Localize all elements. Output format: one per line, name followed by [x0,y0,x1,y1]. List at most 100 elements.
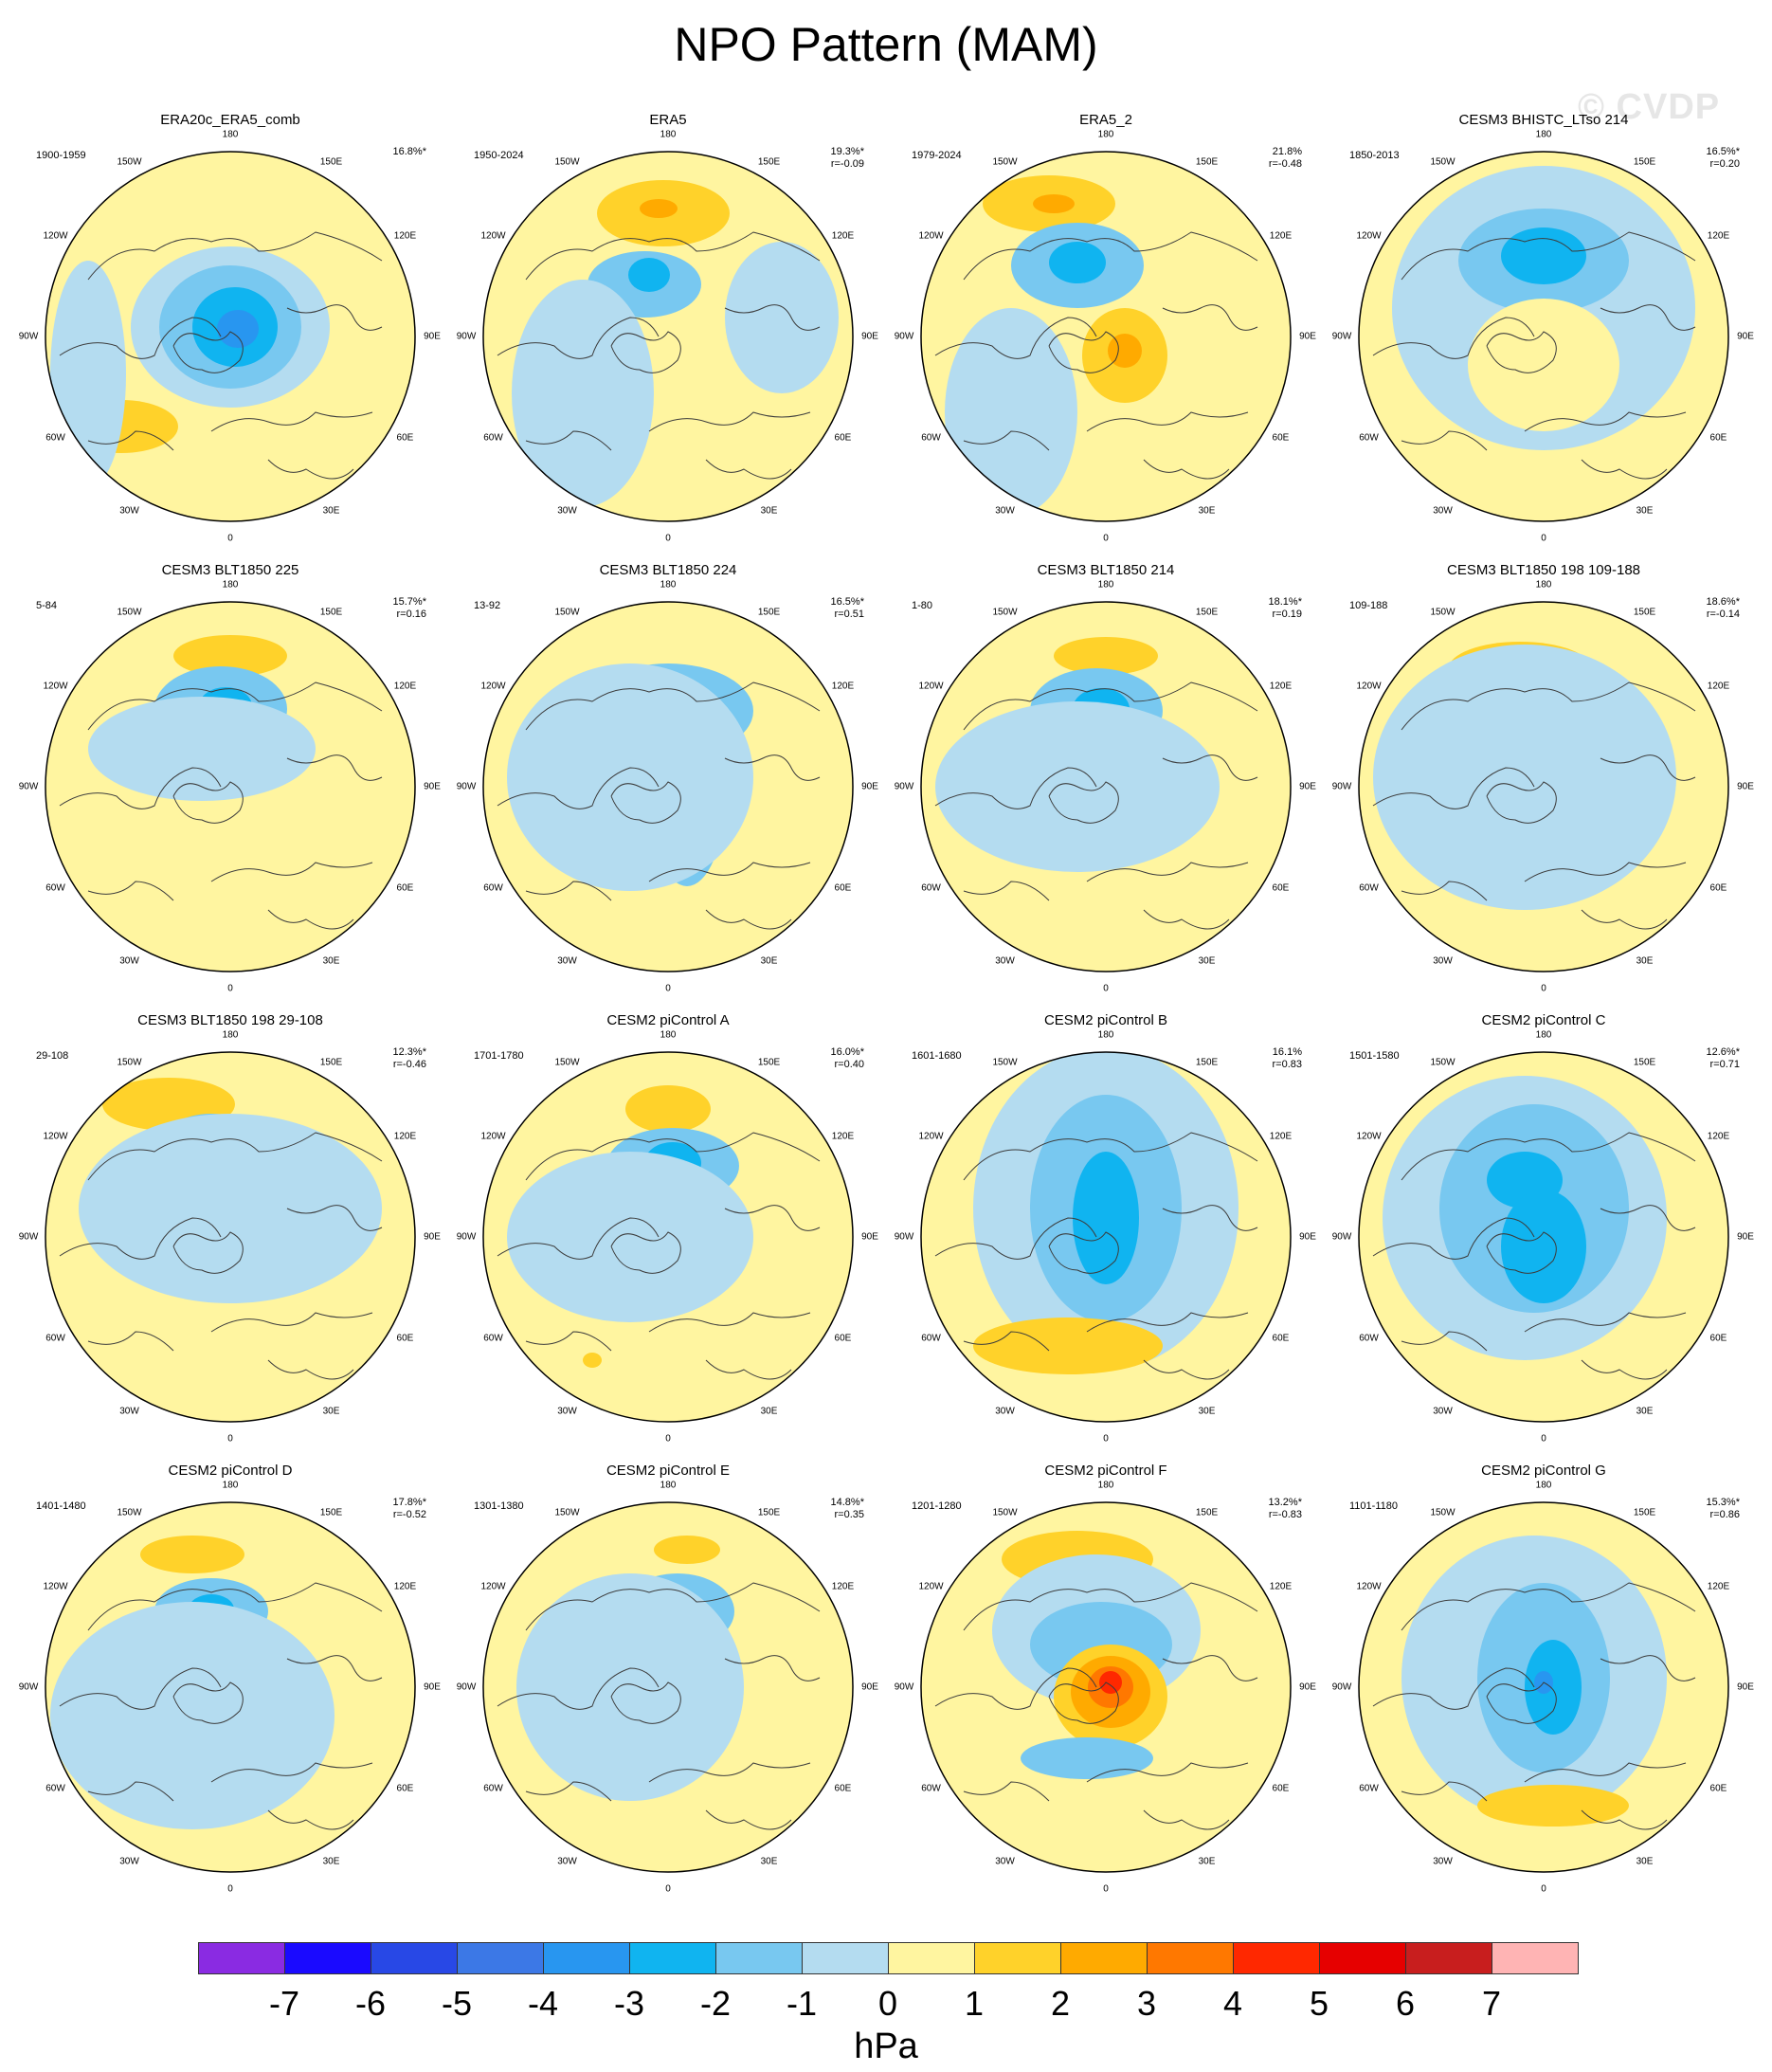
longitude-label: 60E [1709,882,1727,893]
longitude-label: 150E [319,1507,343,1518]
longitude-label: 120E [831,1581,855,1591]
longitude-label: 60W [45,1333,65,1343]
panel-title: CESM3 BLT1850 224 [599,562,737,578]
longitude-label: 90E [424,781,441,792]
longitude-label: 30W [995,505,1015,517]
longitude-label: 150E [1195,1507,1219,1518]
coastlines [934,1132,1258,1380]
contour-region [1501,227,1586,284]
longitude-label: 30W [557,1406,577,1417]
longitude-label: 60E [1272,1333,1290,1343]
contour-region [512,280,654,507]
longitude-label: 60E [834,432,852,443]
coastline [1086,862,1249,882]
longitude-label: 150W [1430,1057,1456,1068]
contour-region [88,697,316,801]
longitude-label: 60W [45,1783,65,1793]
pattern-correlation: r=0.71 [1709,1059,1741,1070]
coastlines [59,1582,383,1830]
longitude-label: 120E [1707,1581,1730,1591]
coastline [87,1781,174,1802]
coastline [497,1667,660,1710]
longitude-label: 0 [665,983,671,994]
longitude-label: 60W [1359,882,1379,893]
contour-region [1468,299,1619,431]
longitude-label: 0 [1541,1883,1546,1895]
coastlines [497,1132,821,1380]
coastline [963,881,1050,901]
longitude-label: 150W [1430,607,1456,618]
panel-variance: 15.7%* r=0.16 [393,596,426,621]
coastlines [497,231,821,480]
contour-region [1373,645,1676,910]
coastline [1486,781,1557,824]
polar-map [45,151,416,522]
longitude-label: 120W [918,681,944,691]
longitude-label: 120E [1269,681,1293,691]
longitude-label: 90E [424,1231,441,1243]
longitude-label: 60W [921,432,941,443]
contour-region [1477,1785,1629,1827]
coastline [267,1359,354,1380]
contour-region [628,258,670,292]
longitude-label: 120W [480,1131,506,1141]
contour-region [1054,637,1158,675]
coastline [1524,862,1687,882]
longitude-label: 30E [1198,1856,1216,1867]
longitude-label: 90E [1299,331,1316,342]
coastline [497,1217,660,1260]
longitude-label: 60E [1272,1783,1290,1793]
coastline [963,1331,1050,1352]
longitude-label: 30W [119,1856,139,1867]
polar-map [1358,1501,1729,1873]
map-boundary [1358,1501,1729,1873]
longitude-label: 30W [1433,505,1453,517]
longitude-label: 60W [483,1783,503,1793]
longitude-label: 0 [227,983,233,994]
colorbar [198,1942,1579,1974]
coastline [1600,304,1696,331]
panel-title: CESM3 BLT1850 198 109-188 [1446,562,1641,578]
coastline [1048,331,1119,373]
map-panel: CESM2 piControl D 1401-1480 17.8%* r=-0.52 1… [17,1463,443,1899]
colorbar-swatch [1060,1942,1148,1974]
longitude-label: 180 [222,579,239,591]
longitude-label: 150W [1430,156,1456,168]
longitude-label: 90W [1331,331,1352,342]
coastline [1143,909,1230,930]
coastline [525,1132,821,1181]
coastline [610,1681,681,1724]
longitude-label: 180 [1097,1029,1114,1041]
figure-title: NPO Pattern (MAM) [674,18,1098,71]
longitude-label: 30E [322,955,340,967]
coastline [1401,430,1488,451]
polar-map [1358,601,1729,972]
longitude-label: 90W [18,781,39,792]
coastlines [1372,682,1696,930]
coastline [1600,1655,1696,1681]
longitude-label: 30W [557,1856,577,1867]
longitude-label: 150E [1195,1057,1219,1068]
coastlines [934,682,1258,930]
variance-explained: 14.8%* [830,1497,864,1508]
coastline [1086,411,1249,432]
coastline [963,1132,1258,1181]
panel-period: 1101-1180 [1349,1500,1398,1512]
longitude-label: 30W [119,1406,139,1417]
longitude-label: 60E [1272,882,1290,893]
pattern-correlation: r=0.35 [834,1509,865,1520]
coastline [525,682,821,731]
map-boundary [920,1051,1292,1423]
pattern-correlation: r=0.86 [1709,1509,1741,1520]
panel-period: 1979-2024 [912,150,962,161]
variance-explained: 18.1%* [1268,596,1302,608]
panel-title: CESM3 BLT1850 214 [1037,562,1175,578]
coastline [1486,331,1557,373]
longitude-label: 30E [1636,505,1654,517]
contour-region [1021,1737,1153,1779]
map-panel: CESM2 piControl C 1501-1580 12.6%* r=0.71 18… [1330,1012,1757,1448]
longitude-label: 150W [117,1057,142,1068]
coastline [497,317,660,359]
longitude-label: 30W [1433,955,1453,967]
coastline [286,304,383,331]
